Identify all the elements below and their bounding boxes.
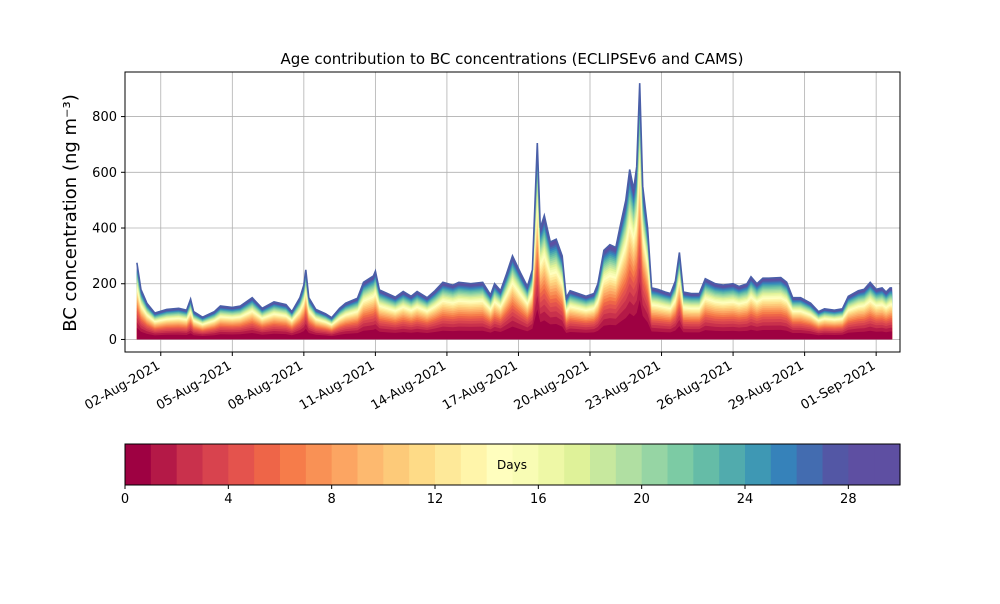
colorbar-bin: [383, 444, 410, 485]
x-tick-label: 14-Aug-2021: [369, 358, 449, 413]
colorbar-bin: [254, 444, 281, 485]
colorbar: 0 4 8 12 16 20 24 28: [121, 443, 901, 507]
x-tick-label: 23-Aug-2021: [583, 358, 663, 413]
colorbar-label: Days: [497, 458, 527, 472]
colorbar-bin: [331, 444, 359, 485]
colorbar-bin: [150, 444, 178, 485]
colorbar-tick-label: 28: [840, 492, 857, 507]
total-line: [136, 83, 893, 319]
age-layers: [136, 83, 893, 340]
colorbar-bin: [822, 444, 849, 485]
y-tick-label: 200: [92, 277, 117, 292]
x-tick-label: 26-Aug-2021: [655, 358, 735, 413]
colorbar-bin: [667, 444, 694, 485]
colorbar-bin: [486, 444, 514, 485]
x-tick-label: 02-Aug-2021: [82, 358, 162, 413]
colorbar-bin: [435, 444, 462, 485]
colorbar-tick-label: 4: [224, 492, 232, 507]
colorbar-bin: [848, 444, 875, 485]
colorbar-tick-label: 16: [530, 492, 547, 507]
colorbar-bin: [409, 444, 436, 485]
colorbar-bin: [693, 444, 720, 485]
colorbar-tick-label: 20: [633, 492, 650, 507]
y-tick-label: 600: [92, 166, 117, 181]
colorbar-bin: [874, 444, 901, 485]
y-axis-label: BC concentration (ng m⁻³): [60, 94, 81, 332]
colorbar-bin: [719, 444, 746, 485]
x-tick-label: 08-Aug-2021: [226, 358, 306, 413]
age-layer-0: [136, 300, 893, 340]
colorbar-bin: [305, 444, 333, 485]
x-tick-label: 20-Aug-2021: [512, 358, 592, 413]
colorbar-frame: [124, 443, 901, 486]
colorbar-tick-label: 24: [737, 492, 754, 507]
plot-frame: [124, 71, 901, 353]
x-tick-label: 29-Aug-2021: [726, 358, 806, 413]
plot-area: 0 200 400 600 800 02-Aug-202105-Aug-202108-Au…: [82, 71, 901, 414]
colorbar-bin: [202, 444, 229, 485]
x-tick-label: 01-Sep-2021: [798, 358, 878, 413]
colorbar-bin: [564, 444, 591, 485]
colorbar-bin: [590, 444, 617, 485]
x-tick-label: 11-Aug-2021: [297, 358, 377, 413]
colorbar-bin: [460, 444, 488, 485]
y-tick-label: 800: [92, 110, 117, 125]
colorbar-bin: [176, 444, 204, 485]
colorbar-bin: [512, 444, 539, 485]
colorbar-tick-label: 8: [328, 492, 336, 507]
y-axis: 0 200 400 600 800: [92, 110, 125, 348]
colorbar-bin: [641, 444, 669, 485]
colorbar-bin: [228, 444, 255, 485]
colorbar-bin: [770, 444, 798, 485]
colorbar-bin: [538, 444, 565, 485]
x-tick-label: 17-Aug-2021: [440, 358, 520, 413]
x-tick-label: 05-Aug-2021: [154, 358, 234, 413]
colorbar-bin: [615, 444, 643, 485]
colorbar-tick-label: 0: [121, 492, 129, 507]
colorbar-tick-label: 12: [427, 492, 444, 507]
colorbar-bin: [796, 444, 824, 485]
colorbar-bin: [280, 444, 307, 485]
colorbar-bin: [357, 444, 384, 485]
colorbar-bin: [745, 444, 772, 485]
colorbar-bin: [125, 444, 152, 485]
chart-title: Age contribution to BC concentrations (E…: [281, 50, 744, 68]
y-tick-label: 0: [109, 333, 117, 348]
y-tick-label: 400: [92, 222, 117, 237]
x-axis: 02-Aug-202105-Aug-202108-Aug-202111-Aug-…: [82, 352, 878, 414]
